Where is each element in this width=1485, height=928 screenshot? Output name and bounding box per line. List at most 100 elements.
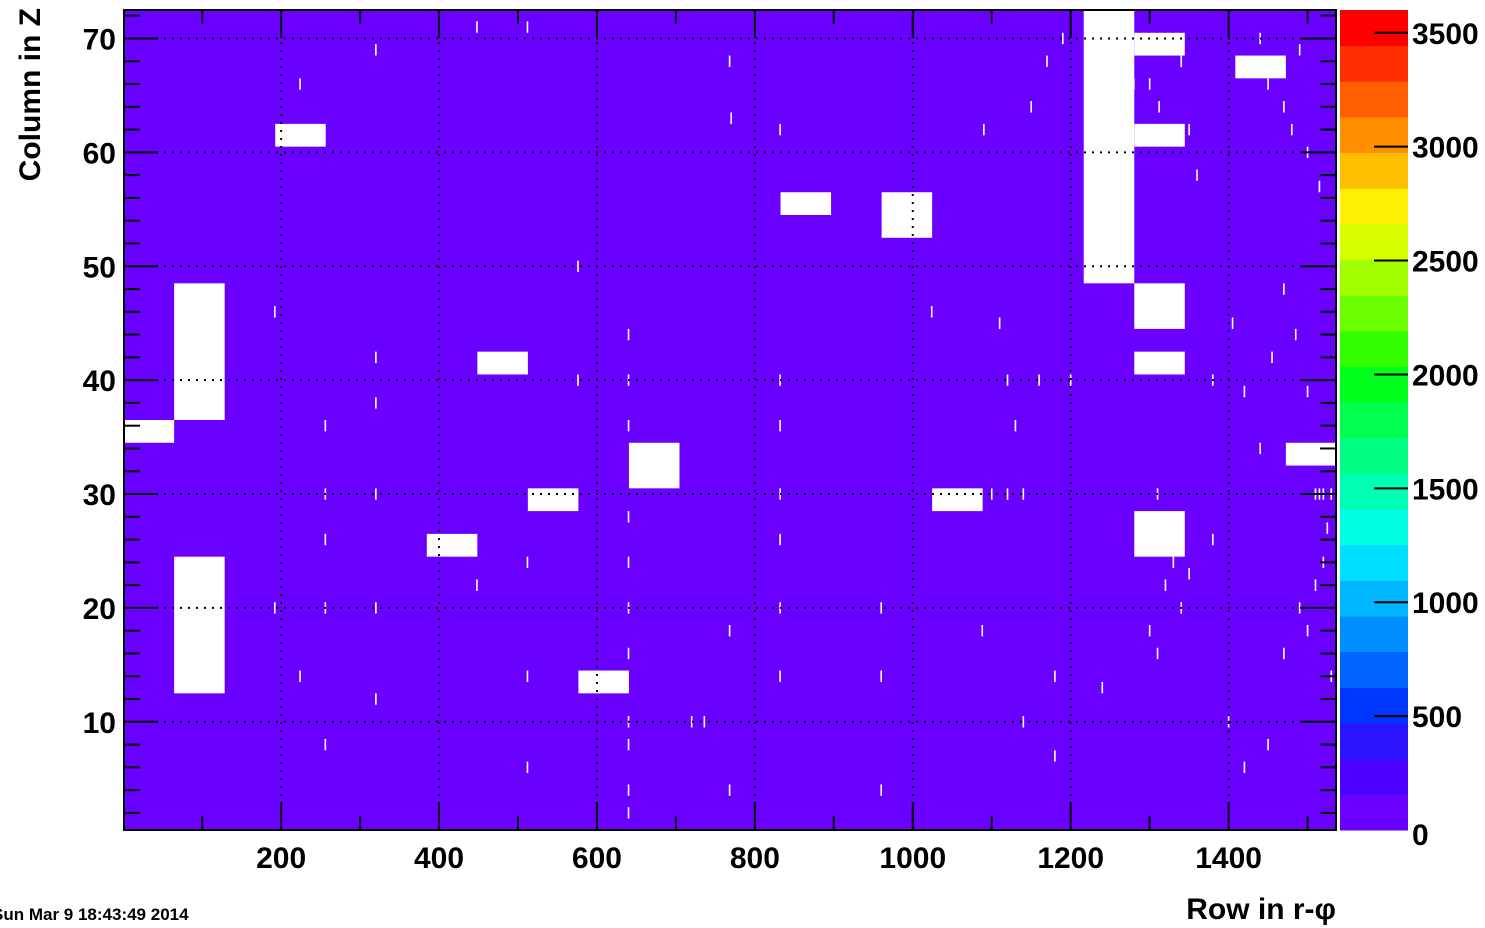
palette-band-9 — [1340, 473, 1408, 510]
dead-region-15 — [1134, 283, 1185, 329]
y-tick-label-5: 60 — [83, 137, 116, 170]
dead-channel-24 — [627, 511, 630, 523]
dead-region-6 — [527, 488, 579, 512]
dead-channel-68 — [1326, 522, 1329, 534]
dead-channel-104 — [1046, 55, 1048, 67]
dead-channel-40 — [930, 306, 933, 318]
dead-channel-103 — [1030, 101, 1033, 113]
dead-channel-63 — [1271, 351, 1273, 364]
dead-channel-15 — [1290, 123, 1293, 136]
dead-channel-46 — [1164, 579, 1167, 591]
palette-band-15 — [1340, 259, 1408, 296]
y-tick-label-2: 30 — [83, 479, 116, 512]
y-tick-label-0: 10 — [83, 707, 116, 740]
palette-label-6: 3000 — [1412, 132, 1479, 165]
palette-band-6 — [1340, 580, 1408, 617]
dead-channel-102 — [983, 123, 985, 136]
dead-region-18 — [1235, 55, 1286, 79]
dead-channel-94 — [1038, 374, 1040, 386]
y-tick-label-1: 20 — [83, 593, 116, 626]
axes: 200 400 600 800 1000 1200 1400 10 20 30 40 50 60 70 — [83, 9, 1337, 875]
dead-channel-30 — [627, 784, 630, 796]
dead-channel-73 — [375, 693, 377, 705]
dead-channel-42 — [1054, 670, 1056, 682]
x-tick-label-2: 600 — [572, 842, 622, 875]
dead-channel-65 — [1294, 328, 1297, 341]
dead-channel-14 — [1283, 101, 1285, 113]
dead-channel-44 — [1148, 625, 1151, 637]
dead-channel-89 — [728, 625, 731, 637]
palette-band-8 — [1340, 509, 1408, 546]
palette-band-19 — [1340, 116, 1408, 154]
dead-channel-76 — [324, 533, 327, 546]
dead-region-0 — [123, 420, 175, 443]
x-tick-label-1: 400 — [414, 842, 464, 875]
dead-channel-47 — [1172, 556, 1175, 569]
dead-channel-95 — [1069, 374, 1072, 386]
dead-channel-62 — [1259, 442, 1262, 455]
dead-channel-110 — [998, 317, 1001, 329]
dead-channel-53 — [1267, 738, 1269, 751]
dead-channel-88 — [728, 784, 731, 796]
dead-channel-39 — [880, 670, 883, 682]
dead-channel-1 — [526, 21, 529, 33]
dead-channel-10 — [1158, 101, 1160, 113]
dead-channel-7 — [1133, 78, 1135, 90]
palette-band-21 — [1340, 45, 1408, 82]
palette-band-7 — [1340, 544, 1408, 581]
dead-region-2 — [174, 556, 225, 694]
dead-channel-86 — [577, 260, 579, 272]
dead-channel-52 — [1243, 761, 1246, 774]
dead-channel-13 — [1267, 78, 1269, 90]
palette-label-3: 1500 — [1412, 473, 1479, 506]
dead-channel-93 — [981, 625, 984, 637]
dead-channel-81 — [274, 306, 276, 318]
dead-channel-74 — [324, 420, 327, 432]
palette-label-0: 0 — [1412, 819, 1429, 852]
dead-channel-16 — [1298, 44, 1301, 56]
dead-channel-64 — [1283, 283, 1285, 295]
palette-label-1: 500 — [1412, 701, 1462, 734]
dead-channel-0 — [476, 21, 478, 33]
dead-channel-60 — [1231, 317, 1234, 329]
dead-channel-5 — [730, 112, 732, 124]
palette-band-1 — [1340, 758, 1408, 795]
dead-channel-82 — [476, 579, 478, 591]
dead-region-1 — [174, 283, 225, 420]
dead-channel-55 — [1298, 602, 1301, 614]
dead-channel-78 — [324, 738, 327, 751]
dead-channel-85 — [526, 761, 529, 774]
dead-channels-layer — [123, 10, 1337, 819]
grid-lines — [124, 10, 1336, 830]
x-tick-label-4: 1000 — [879, 842, 946, 875]
dead-region-19 — [1285, 442, 1337, 466]
palette-band-4 — [1340, 651, 1408, 688]
dead-channel-90 — [703, 716, 706, 728]
x-tick-label-3: 800 — [730, 842, 780, 875]
palette-band-13 — [1340, 330, 1408, 368]
dead-channel-29 — [627, 738, 630, 751]
dead-channel-112 — [1014, 420, 1017, 432]
palette-band-16 — [1340, 223, 1408, 261]
palette-band-0 — [1340, 794, 1408, 831]
x-tick-label-5: 1200 — [1037, 842, 1104, 875]
dead-channel-33 — [779, 420, 781, 432]
dead-channel-79 — [299, 670, 301, 682]
dead-channel-105 — [1062, 32, 1064, 45]
palette-band-14 — [1340, 295, 1408, 332]
dead-channel-6 — [779, 123, 781, 136]
dead-channel-35 — [779, 533, 781, 546]
x-tick-label-6: 1400 — [1195, 842, 1262, 875]
dead-region-10 — [881, 192, 933, 238]
dead-region-12 — [1083, 10, 1135, 284]
color-palette: 0 500 1000 1500 2000 2500 3000 3500 — [1340, 10, 1479, 852]
dead-channel-56 — [1306, 625, 1309, 637]
dead-channel-106 — [1101, 55, 1104, 67]
palette-label-5: 2500 — [1412, 246, 1479, 279]
dead-channel-108 — [1022, 716, 1025, 728]
dead-channel-91 — [690, 716, 693, 728]
dead-channel-31 — [627, 807, 630, 819]
palette-band-12 — [1340, 366, 1408, 403]
dead-channel-20 — [1196, 169, 1198, 181]
dead-region-9 — [780, 192, 832, 215]
